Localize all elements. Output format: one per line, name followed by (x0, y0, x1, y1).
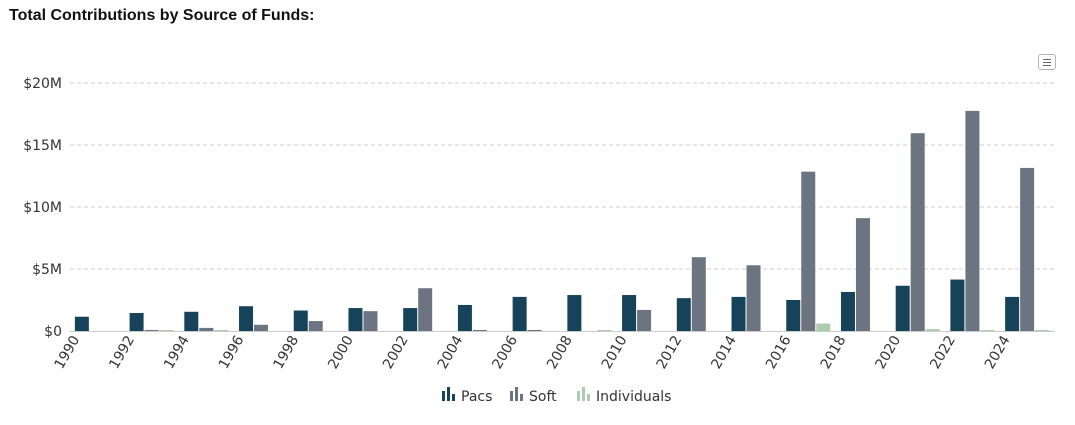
bars (74, 110, 1050, 332)
bar-individuals-2022[interactable] (980, 330, 995, 331)
x-tick-label: 1998 (271, 333, 303, 372)
bar-pacs-1996[interactable] (239, 306, 254, 331)
bar-soft-1996[interactable] (254, 324, 269, 331)
y-tick-label: $0 (44, 324, 62, 340)
legend-bar-icon (515, 387, 518, 401)
x-axis: 1990 1992 1994 1996 1998 2000 2002 2004 2006 2008… (52, 333, 1014, 372)
bar-individuals-2016[interactable] (816, 323, 831, 331)
legend-label: Soft (529, 389, 557, 405)
x-tick-label: 2012 (654, 333, 686, 372)
y-tick-label: $5M (32, 262, 62, 278)
bar-soft-2018[interactable] (855, 218, 870, 331)
y-tick-label: $20M (23, 76, 62, 92)
bar-soft-2014[interactable] (746, 265, 761, 331)
legend: Pacs Soft Individuals (442, 387, 671, 405)
legend-label: Individuals (596, 389, 671, 405)
bar-soft-2002[interactable] (418, 288, 433, 331)
chart-title: Total Contributions by Source of Funds: (9, 7, 315, 24)
x-tick-label: 1992 (106, 333, 138, 372)
bar-pacs-2004[interactable] (457, 304, 472, 331)
x-tick-label: 2014 (708, 333, 740, 372)
x-tick-label: 1996 (216, 333, 248, 372)
x-tick-label: 2008 (544, 333, 576, 372)
legend-bar-icon (577, 391, 580, 401)
gridlines (70, 82, 1055, 270)
x-tick-label: 2020 (872, 333, 904, 372)
hamburger-menu-icon[interactable] (1038, 54, 1056, 70)
bar-soft-1998[interactable] (308, 321, 323, 331)
legend-label: Pacs (461, 389, 492, 405)
bar-pacs-1992[interactable] (129, 313, 144, 331)
bar-pacs-2020[interactable] (895, 285, 910, 331)
bar-pacs-2016[interactable] (786, 300, 801, 331)
bar-pacs-2018[interactable] (840, 291, 855, 331)
bar-individuals-1992[interactable] (159, 330, 174, 331)
x-tick-label: 2018 (818, 333, 850, 372)
bar-soft-2010[interactable] (637, 309, 652, 331)
legend-item-pacs[interactable]: Pacs (442, 387, 492, 405)
x-tick-label: 2024 (982, 333, 1014, 372)
x-tick-label: 2010 (599, 333, 631, 372)
legend-bar-icon (452, 394, 455, 401)
x-tick-label: 2006 (489, 333, 521, 372)
y-tick-label: $10M (23, 200, 62, 216)
bar-soft-1994[interactable] (199, 327, 214, 331)
bar-soft-2022[interactable] (965, 110, 980, 332)
bar-pacs-2008[interactable] (567, 295, 582, 331)
bar-pacs-2010[interactable] (622, 295, 637, 331)
legend-bar-icon (447, 387, 450, 401)
legend-bar-icon (510, 391, 513, 401)
bar-pacs-2006[interactable] (512, 296, 527, 331)
bar-pacs-1990[interactable] (74, 316, 89, 331)
bar-pacs-2012[interactable] (676, 298, 691, 331)
y-tick-label: $15M (23, 138, 62, 154)
bar-pacs-2000[interactable] (348, 308, 363, 331)
x-tick-label: 2000 (325, 333, 357, 372)
x-tick-label: 1994 (161, 333, 193, 372)
bar-pacs-1998[interactable] (293, 310, 308, 331)
legend-item-soft[interactable]: Soft (510, 387, 557, 405)
legend-bar-icon (582, 387, 585, 401)
y-axis: $0 $5M $10M $15M $20M (23, 76, 1055, 340)
bar-pacs-1994[interactable] (184, 311, 199, 331)
bar-soft-2006[interactable] (527, 330, 542, 331)
x-tick-label: 2016 (763, 333, 795, 372)
legend-bar-icon (587, 394, 590, 401)
bar-individuals-2020[interactable] (925, 329, 940, 331)
bar-soft-2012[interactable] (691, 257, 706, 331)
bar-soft-2020[interactable] (910, 133, 925, 331)
bar-individuals-2024[interactable] (1035, 330, 1050, 331)
bar-soft-1992[interactable] (144, 330, 159, 331)
legend-bar-icon (520, 394, 523, 401)
x-tick-label: 2022 (927, 333, 959, 372)
legend-item-individuals[interactable]: Individuals (577, 387, 671, 405)
bar-soft-2024[interactable] (1020, 167, 1035, 331)
bar-soft-2004[interactable] (472, 330, 487, 331)
bar-pacs-2022[interactable] (950, 279, 965, 331)
x-tick-label: 2004 (435, 333, 467, 372)
bar-pacs-2002[interactable] (403, 308, 418, 331)
bar-pacs-2024[interactable] (1005, 296, 1020, 331)
x-tick-label: 2002 (380, 333, 412, 372)
bar-soft-2000[interactable] (363, 311, 378, 331)
bar-soft-2016[interactable] (801, 171, 816, 331)
bar-individuals-1994[interactable] (214, 330, 229, 331)
legend-bar-icon (442, 391, 445, 401)
bar-individuals-2008[interactable] (597, 330, 612, 331)
bar-pacs-2014[interactable] (731, 296, 746, 331)
